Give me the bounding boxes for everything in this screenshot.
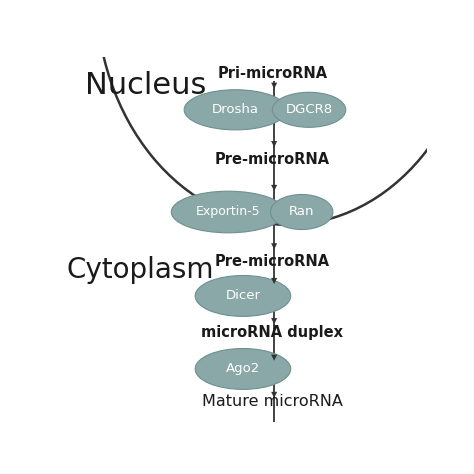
Text: Pri-microRNA: Pri-microRNA <box>217 66 328 81</box>
Text: Ran: Ran <box>289 206 314 219</box>
Text: Mature microRNA: Mature microRNA <box>202 394 343 409</box>
Text: Drosha: Drosha <box>212 103 259 116</box>
Ellipse shape <box>195 275 291 316</box>
Text: Cytoplasm: Cytoplasm <box>66 256 214 284</box>
Text: Exportin-5: Exportin-5 <box>196 206 261 219</box>
Ellipse shape <box>271 194 333 229</box>
Text: DGCR8: DGCR8 <box>285 103 333 116</box>
Text: Nucleus: Nucleus <box>85 72 206 100</box>
Text: Pre-microRNA: Pre-microRNA <box>215 254 330 269</box>
Ellipse shape <box>272 92 346 128</box>
Text: Dicer: Dicer <box>226 290 260 302</box>
Ellipse shape <box>195 348 291 389</box>
Ellipse shape <box>171 191 285 233</box>
Ellipse shape <box>184 90 287 130</box>
Text: microRNA duplex: microRNA duplex <box>201 325 343 340</box>
Text: Ago2: Ago2 <box>226 363 260 375</box>
Text: Pre-microRNA: Pre-microRNA <box>215 152 330 166</box>
